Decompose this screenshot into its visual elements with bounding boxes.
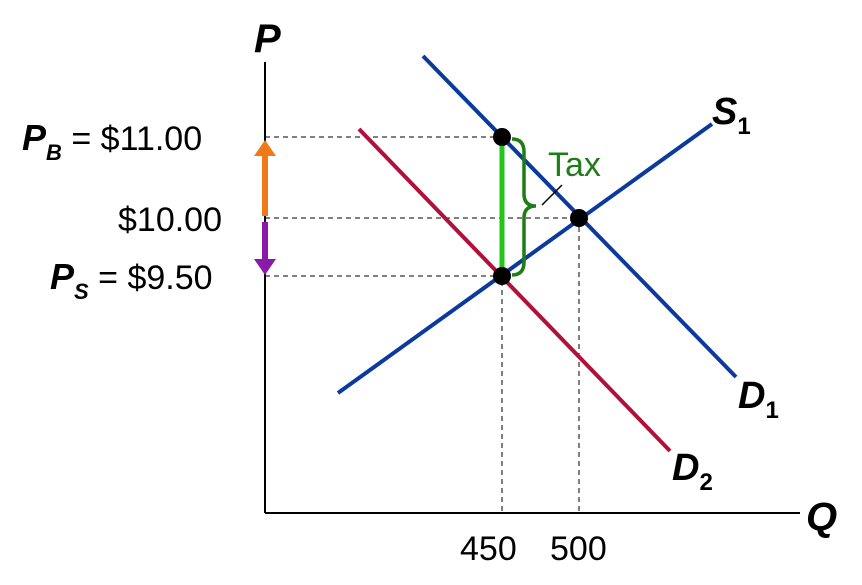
quantity-label-tax: 450 bbox=[460, 530, 517, 568]
tax-label: Tax bbox=[548, 146, 601, 184]
y-axis-title: P bbox=[254, 17, 281, 61]
tax-pointer bbox=[541, 184, 563, 206]
tax-brace bbox=[511, 137, 537, 277]
point-seller-price bbox=[493, 267, 511, 285]
x-axis-title: Q bbox=[806, 495, 837, 539]
quantity-label-equilibrium: 500 bbox=[550, 530, 607, 568]
price-label-buyer: PB = $11.00 bbox=[22, 117, 202, 165]
curve-label-d2: D2 bbox=[672, 447, 713, 496]
price-label-equilibrium: $10.00 bbox=[118, 201, 222, 239]
point-buyer-price bbox=[493, 128, 511, 146]
buyer-burden-arrow bbox=[254, 140, 276, 216]
curve-label-d1: D1 bbox=[738, 375, 779, 424]
curve-label-s1: S1 bbox=[712, 91, 751, 140]
demand-curve-d2 bbox=[357, 127, 672, 453]
price-label-seller: PS = $9.50 bbox=[50, 256, 213, 304]
point-equilibrium bbox=[570, 209, 588, 227]
seller-burden-arrow bbox=[254, 222, 276, 275]
